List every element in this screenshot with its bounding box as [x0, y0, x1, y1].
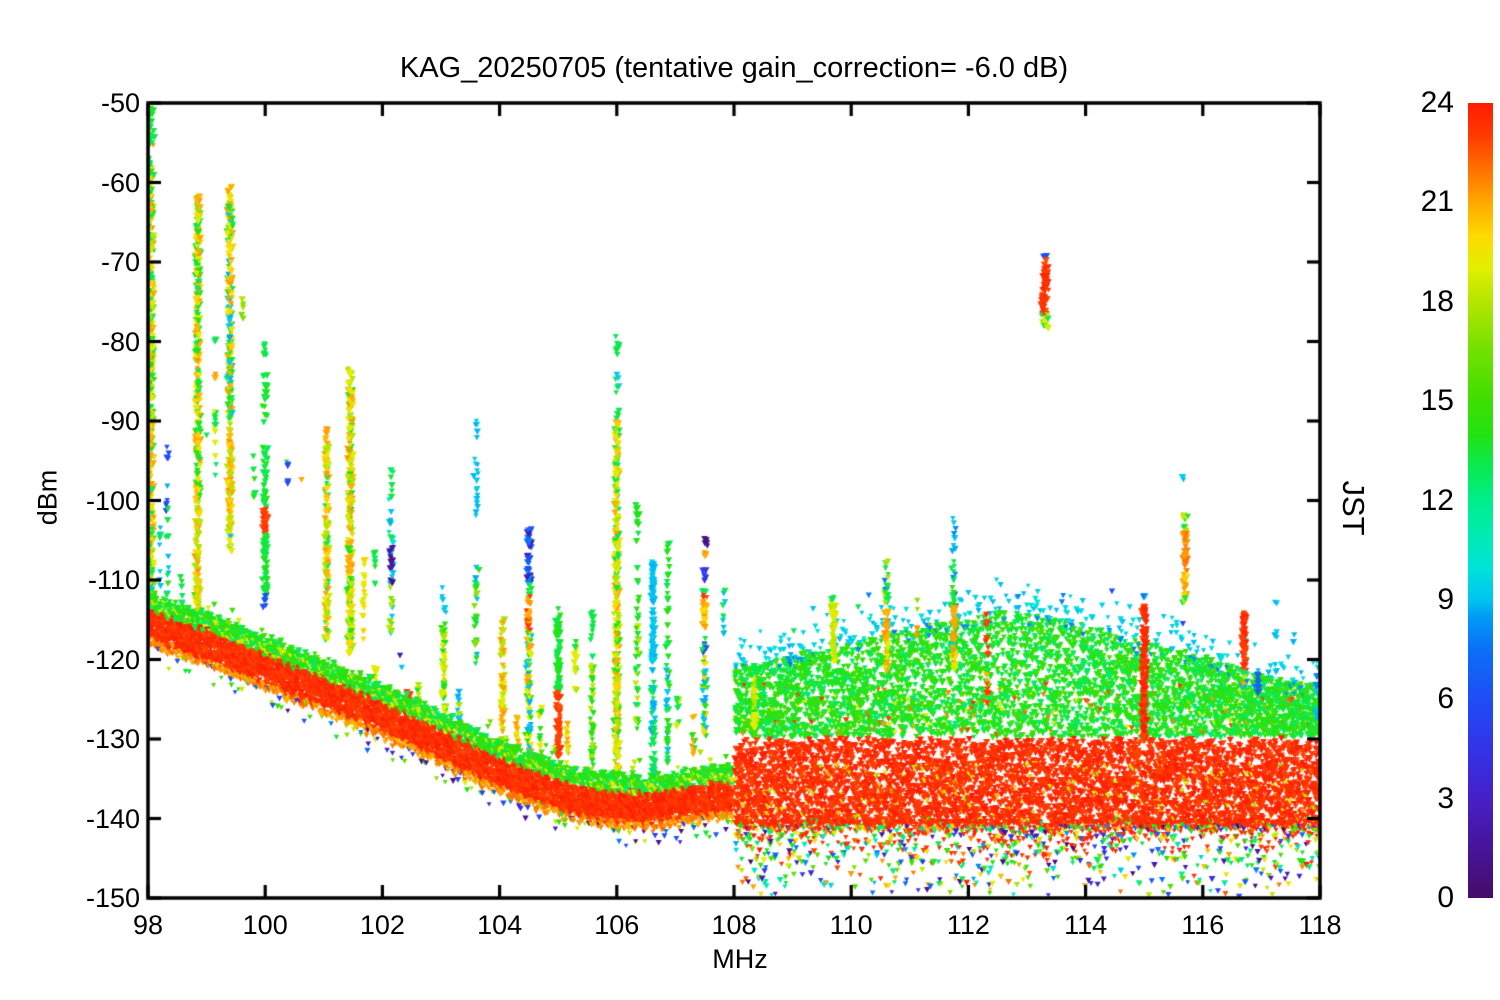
colorbar-tick-label: 24	[1420, 86, 1454, 119]
y-tick-label: -110	[87, 565, 140, 595]
x-tick-label: 102	[359, 910, 405, 940]
y-tick-label: -120	[85, 644, 140, 675]
x-tick-label: 114	[1064, 910, 1108, 940]
chart-title: KAG_20250705 (tentative gain_correction=…	[399, 52, 1069, 84]
y-tick-label: -70	[100, 247, 140, 277]
x-tick-label: 112	[946, 910, 990, 940]
colorbar-tick-label: 3	[1437, 781, 1454, 815]
colorbar-tick-label: 0	[1437, 881, 1454, 914]
y-tick-label: -80	[100, 326, 140, 357]
y-tick-label: -150	[85, 883, 140, 913]
x-tick-label: 108	[711, 910, 757, 940]
y-tick-label: -60	[100, 167, 140, 198]
colorbar-tick-label: 15	[1420, 384, 1454, 418]
y-tick-label: -50	[100, 88, 140, 118]
x-tick-label: 118	[1298, 910, 1342, 940]
y-tick-label: -100	[85, 485, 140, 516]
x-tick-label: 116	[1181, 910, 1225, 940]
colorbar-tick-label: 9	[1437, 582, 1454, 616]
x-tick-label: 98	[132, 910, 164, 940]
colorbar-label: JST	[1336, 480, 1371, 536]
colorbar-tick-label: 21	[1420, 185, 1454, 219]
y-tick-label: -140	[85, 803, 140, 834]
x-axis-label: MHz	[712, 944, 768, 974]
x-tick-label: 100	[242, 910, 288, 940]
y-tick-label: -130	[85, 724, 140, 754]
colorbar	[1468, 103, 1493, 898]
x-tick-label: 106	[594, 910, 640, 940]
y-tick-label: -90	[100, 406, 140, 436]
colorbar-tick-label: 6	[1437, 682, 1454, 716]
x-tick-label: 110	[829, 910, 873, 940]
colorbar-tick-label: 12	[1420, 483, 1454, 517]
colorbar-tick-label: 18	[1420, 284, 1454, 318]
x-tick-label: 104	[477, 910, 523, 940]
